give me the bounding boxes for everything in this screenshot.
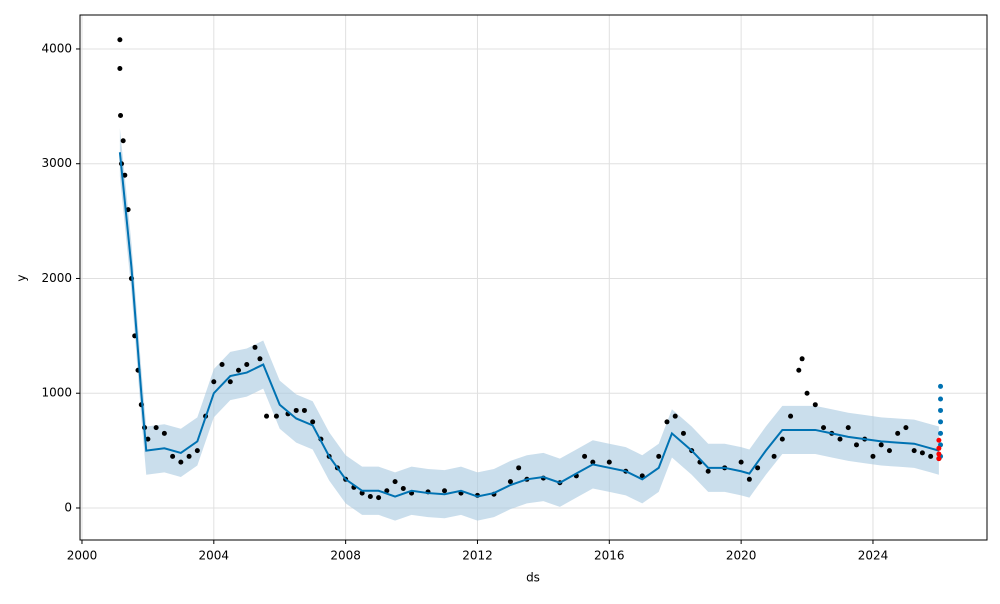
x-tick-label: 2024 xyxy=(858,549,889,563)
data-point xyxy=(227,379,233,385)
data-point xyxy=(244,362,250,368)
x-tick-label: 2020 xyxy=(726,549,757,563)
data-point xyxy=(672,413,678,419)
data-point xyxy=(359,490,365,496)
data-point xyxy=(788,413,794,419)
data-point xyxy=(938,430,944,436)
data-point xyxy=(161,430,167,436)
data-point xyxy=(219,362,225,368)
data-point xyxy=(936,451,942,457)
data-point xyxy=(656,453,662,459)
data-point xyxy=(301,407,307,413)
data-point xyxy=(870,453,876,459)
data-point xyxy=(938,407,944,413)
data-point xyxy=(738,459,744,465)
data-point xyxy=(117,65,123,71)
data-point xyxy=(845,425,851,431)
y-axis-label: y xyxy=(15,274,29,281)
data-point xyxy=(236,367,242,373)
y-tick-label: 3000 xyxy=(41,156,72,170)
data-point xyxy=(903,425,909,431)
data-point xyxy=(821,425,827,431)
data-point xyxy=(928,453,934,459)
data-point xyxy=(507,479,513,485)
data-point xyxy=(186,453,192,459)
data-point xyxy=(257,356,263,362)
y-tick-label: 0 xyxy=(64,500,72,514)
y-tick-label: 1000 xyxy=(41,386,72,400)
data-point xyxy=(799,356,805,362)
data-point xyxy=(178,459,184,465)
data-point xyxy=(705,468,711,474)
data-point xyxy=(746,476,752,482)
data-point xyxy=(938,383,944,389)
y-tick-label: 4000 xyxy=(41,41,72,55)
data-point xyxy=(252,344,258,350)
data-point xyxy=(938,396,944,402)
plot-frame xyxy=(79,14,988,541)
data-point xyxy=(153,425,159,431)
data-point xyxy=(853,442,859,448)
data-point xyxy=(145,436,151,442)
data-point xyxy=(837,436,843,442)
data-point xyxy=(273,413,279,419)
x-tick-label: 2004 xyxy=(199,549,230,563)
data-point xyxy=(310,419,316,425)
data-point xyxy=(118,113,124,119)
data-point xyxy=(264,413,270,419)
data-point xyxy=(170,453,176,459)
data-point xyxy=(590,459,596,465)
data-point xyxy=(516,465,522,471)
data-point xyxy=(376,495,382,501)
data-point xyxy=(755,465,761,471)
data-point xyxy=(878,442,884,448)
data-point xyxy=(804,390,810,396)
data-point xyxy=(442,488,448,494)
data-point xyxy=(895,430,901,436)
data-point xyxy=(606,459,612,465)
forecast-line xyxy=(118,152,940,498)
data-point xyxy=(211,379,217,385)
x-tick-label: 2012 xyxy=(462,549,493,563)
data-point xyxy=(639,473,645,479)
data-point xyxy=(367,494,373,500)
data-point xyxy=(936,456,942,462)
data-point xyxy=(392,479,398,485)
x-axis-label: ds xyxy=(526,571,540,585)
x-tick-label: 2016 xyxy=(594,549,625,563)
data-point xyxy=(384,488,390,494)
data-point xyxy=(911,448,917,454)
x-tick-label: 2008 xyxy=(330,549,361,563)
data-point xyxy=(293,407,299,413)
data-point xyxy=(125,207,131,213)
x-tick-label: 2000 xyxy=(67,549,98,563)
data-point xyxy=(664,419,670,425)
data-point xyxy=(938,419,944,425)
y-tick-label: 2000 xyxy=(41,271,72,285)
data-point xyxy=(122,172,128,178)
data-point xyxy=(936,437,942,443)
data-point xyxy=(936,445,942,451)
data-point xyxy=(400,485,406,491)
data-point xyxy=(886,448,892,454)
data-point xyxy=(771,453,777,459)
data-point xyxy=(120,138,126,144)
data-point xyxy=(117,37,123,43)
data-point xyxy=(194,448,200,454)
data-point xyxy=(812,402,818,408)
data-point xyxy=(680,430,686,436)
data-point xyxy=(796,367,802,373)
data-point xyxy=(919,450,925,456)
data-point xyxy=(582,453,588,459)
data-point xyxy=(779,436,785,442)
